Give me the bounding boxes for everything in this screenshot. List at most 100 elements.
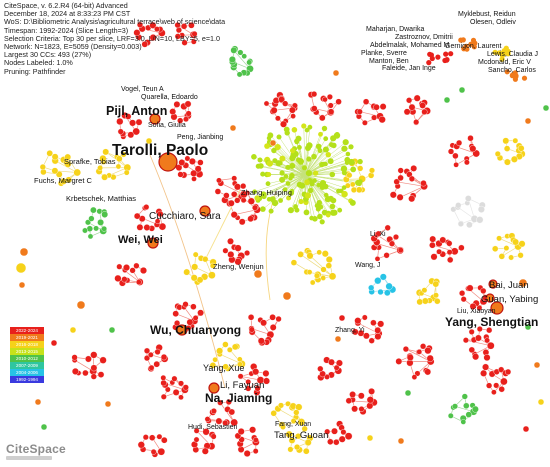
author-node[interactable] [498, 253, 505, 260]
author-node[interactable] [173, 101, 181, 108]
author-node[interactable] [136, 223, 144, 231]
author-node[interactable] [135, 279, 142, 285]
author-node[interactable] [237, 49, 244, 56]
author-node[interactable] [265, 181, 271, 187]
author-node[interactable] [240, 183, 247, 190]
author-node[interactable] [406, 354, 414, 362]
author-node[interactable] [494, 150, 501, 157]
author-node[interactable] [248, 326, 255, 333]
author-node[interactable] [318, 131, 323, 137]
author-node[interactable] [492, 49, 498, 55]
author-node[interactable] [368, 337, 375, 344]
author-node[interactable] [258, 163, 264, 169]
author-node[interactable] [214, 188, 222, 195]
author-node[interactable] [282, 291, 292, 301]
author-node[interactable] [271, 147, 277, 154]
author-node[interactable] [341, 190, 348, 198]
author-node[interactable] [323, 161, 328, 167]
author-node[interactable] [533, 361, 541, 369]
author-node[interactable] [15, 262, 27, 274]
author-node[interactable] [154, 218, 161, 224]
author-node[interactable] [231, 343, 239, 351]
author-node[interactable] [447, 256, 454, 264]
author-label[interactable]: Krbetschek, Matthias [66, 194, 136, 203]
author-node[interactable] [237, 373, 244, 380]
author-node[interactable] [503, 158, 511, 166]
author-node[interactable] [509, 73, 515, 79]
author-node[interactable] [468, 346, 475, 354]
author-node[interactable] [402, 346, 410, 353]
author-node[interactable] [18, 281, 26, 289]
author-node[interactable] [351, 328, 359, 336]
author-node[interactable] [351, 405, 358, 413]
author-hub-node[interactable] [149, 113, 161, 125]
author-node[interactable] [123, 169, 130, 176]
author-hub-node[interactable] [488, 279, 498, 289]
author-label[interactable]: Myklebust, Reidun [458, 11, 516, 18]
author-node[interactable] [496, 235, 502, 242]
author-node[interactable] [240, 197, 247, 204]
author-node[interactable] [93, 225, 100, 232]
author-node[interactable] [395, 357, 403, 365]
author-node[interactable] [282, 187, 288, 193]
author-node[interactable] [480, 369, 488, 377]
author-node[interactable] [429, 241, 436, 249]
author-node[interactable] [433, 292, 439, 299]
author-label[interactable]: Guan, Yabing [481, 294, 538, 305]
author-node[interactable] [116, 117, 124, 126]
author-node[interactable] [90, 351, 98, 359]
author-node[interactable] [82, 227, 88, 234]
author-node[interactable] [446, 249, 453, 256]
author-label[interactable]: Gernigon, Laurent [445, 43, 501, 50]
author-node[interactable] [316, 249, 323, 256]
author-label[interactable]: Vogel, Teun A [121, 86, 164, 93]
author-node[interactable] [76, 300, 86, 310]
author-node[interactable] [335, 98, 342, 105]
author-node[interactable] [147, 351, 154, 358]
author-node[interactable] [346, 172, 353, 179]
author-node[interactable] [492, 245, 499, 253]
author-label[interactable]: Tarolli, Paolo [112, 142, 208, 159]
author-node[interactable] [230, 418, 238, 427]
author-node[interactable] [379, 103, 387, 111]
author-node[interactable] [421, 297, 429, 305]
author-node[interactable] [262, 369, 270, 377]
author-node[interactable] [463, 159, 470, 166]
author-node[interactable] [537, 398, 545, 406]
author-node[interactable] [153, 360, 160, 368]
author-label[interactable]: Yang, Shengtian [445, 315, 538, 329]
author-node[interactable] [180, 23, 188, 30]
author-node[interactable] [522, 425, 530, 433]
author-node[interactable] [184, 100, 192, 108]
author-node[interactable] [236, 71, 243, 78]
author-node[interactable] [227, 237, 234, 245]
author-node[interactable] [287, 446, 294, 453]
author-node[interactable] [237, 428, 245, 436]
author-node[interactable] [356, 108, 363, 115]
author-node[interactable] [432, 280, 440, 288]
author-label[interactable]: Pijl, Anton [106, 104, 167, 118]
author-node[interactable] [274, 144, 281, 151]
author-node[interactable] [341, 145, 348, 152]
author-node[interactable] [304, 192, 311, 199]
author-node[interactable] [429, 235, 437, 243]
author-node[interactable] [317, 213, 323, 220]
author-node[interactable] [374, 333, 382, 341]
author-node[interactable] [202, 428, 210, 436]
author-node[interactable] [230, 191, 238, 198]
author-node[interactable] [133, 212, 141, 220]
author-node[interactable] [436, 248, 442, 255]
author-node[interactable] [311, 105, 318, 112]
author-node[interactable] [336, 188, 341, 194]
author-label[interactable]: Sofia, Giulia [148, 122, 186, 129]
author-node[interactable] [512, 238, 519, 246]
author-label[interactable]: Na, Jiaming [205, 391, 272, 405]
author-node[interactable] [143, 355, 151, 362]
author-node[interactable] [524, 117, 532, 125]
author-node[interactable] [369, 167, 376, 174]
author-node[interactable] [99, 356, 107, 364]
author-node[interactable] [474, 334, 482, 342]
author-node[interactable] [499, 56, 505, 62]
author-node[interactable] [505, 51, 511, 57]
author-node[interactable] [290, 148, 296, 154]
